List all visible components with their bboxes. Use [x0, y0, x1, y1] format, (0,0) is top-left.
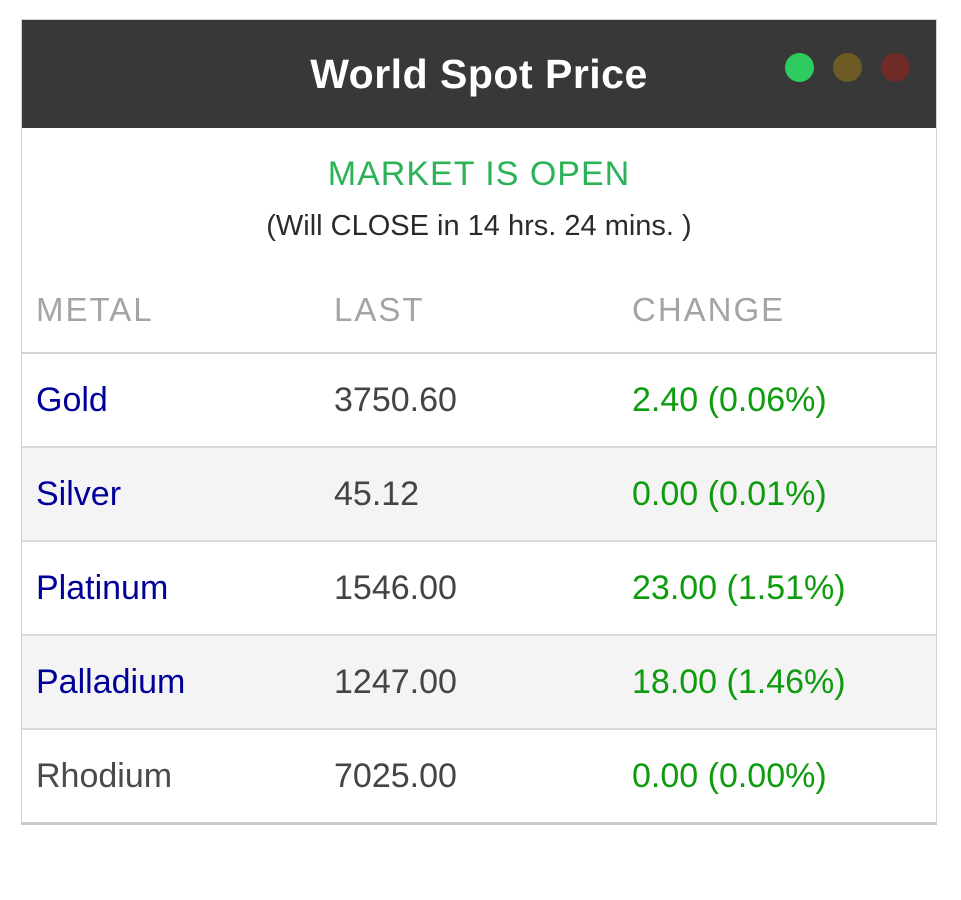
metal-link-platinum[interactable]: Platinum: [36, 568, 169, 607]
olive-light-icon: [833, 53, 862, 82]
last-value: 7025.00: [334, 756, 457, 795]
last-value: 1247.00: [333, 635, 631, 730]
last-value: 1546.00: [333, 541, 631, 636]
world-spot-price-widget: World Spot Price MARKET IS OPEN (Will CL…: [21, 19, 937, 825]
table-row: Gold 3750.60 2.40 (0.06%): [22, 353, 936, 448]
green-light-icon: [785, 53, 814, 82]
column-header-last: LAST: [333, 268, 631, 354]
spot-price-table: METAL LAST CHANGE Gold 3750.60 2.40 (0.0…: [22, 268, 936, 822]
change-value: 0.00 (0.00%): [632, 756, 827, 795]
table-row: Palladium 1247.00 18.00 (1.46%): [22, 635, 936, 730]
column-header-metal: METAL: [22, 268, 333, 354]
last-value: 3750.60: [333, 353, 631, 448]
last-value: 45.12: [333, 447, 631, 542]
table-row: Silver 45.12 0.00 (0.01%): [22, 447, 936, 542]
change-value: 2.40 (0.06%): [631, 353, 936, 448]
metal-name-rhodium: Rhodium: [36, 756, 173, 795]
metal-link-palladium[interactable]: Palladium: [36, 662, 186, 701]
column-header-change: CHANGE: [631, 268, 936, 354]
red-light-icon: [881, 53, 910, 82]
change-value: 0.00 (0.01%): [631, 447, 936, 542]
change-value: 18.00 (1.46%): [631, 635, 936, 730]
table-row: Rhodium 7025.00 0.00 (0.00%): [22, 729, 936, 822]
market-state-text: MARKET IS OPEN: [327, 155, 631, 193]
market-countdown-text: (Will CLOSE in 14 hrs. 24 mins. ): [266, 210, 692, 242]
titlebar: World Spot Price: [22, 20, 936, 128]
market-status-section: MARKET IS OPEN (Will CLOSE in 14 hrs. 24…: [22, 128, 936, 268]
metal-link-gold[interactable]: Gold: [36, 380, 108, 419]
table-row: Platinum 1546.00 23.00 (1.51%): [22, 541, 936, 636]
status-lights: [785, 53, 910, 82]
change-value: 23.00 (1.51%): [631, 541, 936, 636]
table-header-row: METAL LAST CHANGE: [22, 268, 936, 354]
widget-title: World Spot Price: [310, 50, 648, 97]
metal-link-silver[interactable]: Silver: [36, 474, 122, 513]
